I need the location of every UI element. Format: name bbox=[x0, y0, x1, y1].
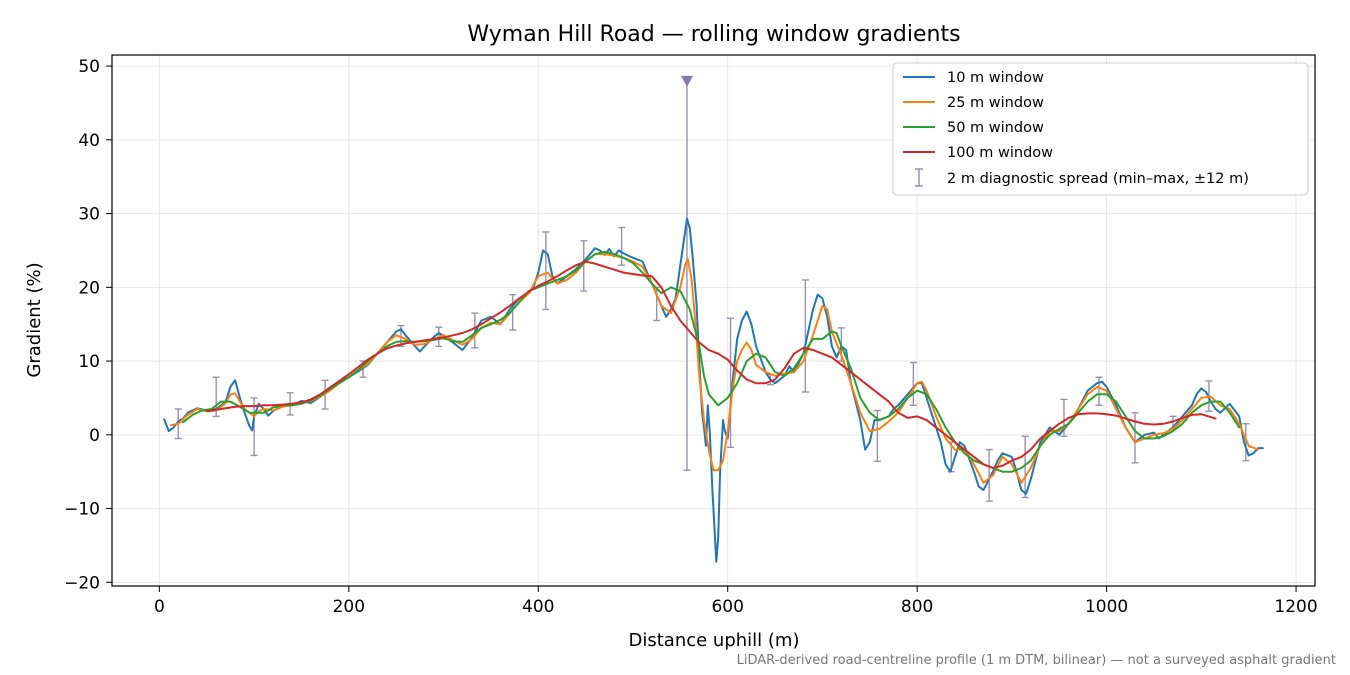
spread-bar bbox=[250, 397, 258, 457]
spread-bar bbox=[509, 293, 517, 331]
plot-frame bbox=[111, 54, 1316, 587]
y-tick-label: −10 bbox=[64, 500, 100, 520]
legend-swatch-spread bbox=[915, 168, 923, 187]
legend-label-10m: 10 m window bbox=[947, 70, 1044, 86]
y-axis-label: Gradient (%) bbox=[24, 262, 45, 377]
series-line-2 bbox=[182, 250, 1241, 473]
series-lines bbox=[163, 217, 1264, 563]
x-tick-label: 600 bbox=[711, 597, 743, 617]
spread-bar bbox=[801, 279, 809, 393]
x-tick-label: 200 bbox=[333, 597, 365, 617]
legend-label-spread: 2 m diagnostic spread (min–max, ±12 m) bbox=[947, 171, 1249, 187]
y-tick-label: 40 bbox=[78, 131, 100, 151]
diagnostic-spread-bars bbox=[174, 75, 1250, 502]
series-line-3 bbox=[205, 260, 1217, 469]
y-tick-label: −20 bbox=[64, 573, 100, 593]
x-tick-label: 1200 bbox=[1274, 597, 1317, 617]
y-tick-label: 30 bbox=[78, 205, 100, 225]
chart-title: Wyman Hill Road — rolling window gradien… bbox=[467, 22, 960, 47]
spread-bar bbox=[909, 361, 917, 407]
y-tick-label: 20 bbox=[78, 278, 100, 298]
grid-lines bbox=[112, 55, 1315, 586]
y-tick-label: 0 bbox=[89, 426, 100, 446]
y-tick-label: 10 bbox=[78, 352, 100, 372]
legend-label-50m: 50 m window bbox=[947, 120, 1044, 136]
x-axis-label: Distance uphill (m) bbox=[629, 630, 800, 651]
axis-ticks: 0 200 400 600 800 1000 1200 −20 −10 0 10 20 30 40 50 bbox=[64, 57, 1318, 617]
x-tick-label: 400 bbox=[522, 597, 554, 617]
spread-bar bbox=[1242, 423, 1250, 462]
spread-bar bbox=[985, 448, 993, 502]
clipped-spread-marker bbox=[680, 75, 693, 87]
x-tick-label: 1000 bbox=[1085, 597, 1128, 617]
footnote: LiDAR-derived road-centreline profile (1… bbox=[737, 653, 1336, 668]
spread-bar bbox=[580, 240, 588, 292]
y-tick-label: 50 bbox=[78, 57, 100, 77]
spread-bar bbox=[542, 231, 550, 311]
spread-bar bbox=[727, 317, 735, 449]
legend-label-25m: 25 m window bbox=[947, 95, 1044, 111]
x-tick-label: 0 bbox=[154, 597, 165, 617]
legend-box bbox=[892, 62, 1309, 196]
legend-label-100m: 100 m window bbox=[947, 145, 1053, 161]
spread-bar bbox=[1021, 435, 1029, 499]
spread-bar bbox=[618, 226, 626, 266]
legend: 10 m window 25 m window 50 m window 100 … bbox=[892, 62, 1309, 196]
x-tick-label: 800 bbox=[901, 597, 933, 617]
